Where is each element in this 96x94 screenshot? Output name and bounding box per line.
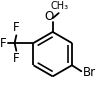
- Text: F: F: [0, 37, 6, 50]
- Text: Br: Br: [83, 66, 96, 79]
- Text: CH₃: CH₃: [51, 1, 69, 11]
- Text: O: O: [45, 10, 54, 23]
- Text: F: F: [13, 21, 20, 34]
- Text: F: F: [13, 52, 20, 65]
